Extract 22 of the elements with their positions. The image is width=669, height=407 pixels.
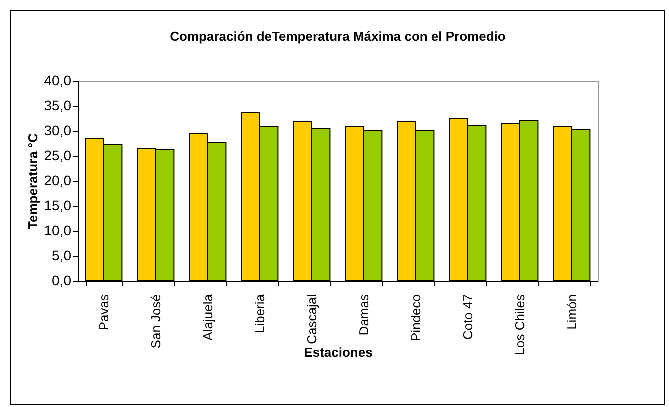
- y-tick-label: 0,0: [52, 272, 72, 288]
- x-tick-label: Coto 47: [460, 294, 476, 340]
- x-tick-label: Pindeco: [408, 294, 424, 342]
- y-tick-label: 30,0: [44, 122, 72, 138]
- x-tick-label: Los Chiles: [512, 294, 528, 356]
- y-tick-label: 10,0: [44, 222, 72, 238]
- y-tick-label: 5,0: [52, 248, 72, 264]
- x-tick-label: Limón: [564, 294, 580, 330]
- x-tick-label: San José: [148, 294, 164, 349]
- y-tick-label: 40,0: [44, 72, 72, 88]
- x-tick-label: Cascajal: [304, 294, 320, 344]
- y-tick-label: 20,0: [44, 172, 72, 188]
- x-tick-label: Alajuela: [200, 294, 216, 341]
- chart-title: Comparación deTemperatura Máxima con el Promedio: [170, 29, 506, 44]
- x-tick-label: Pavas: [96, 294, 112, 331]
- y-tick-label: 15,0: [44, 198, 72, 214]
- y-axis-title: Temperatura °C: [25, 132, 40, 230]
- y-tick-label: 35,0: [44, 98, 72, 114]
- x-tick-label: Damas: [356, 294, 372, 336]
- y-tick-label: 25,0: [44, 148, 72, 164]
- x-tick-label: Liberia: [252, 294, 268, 334]
- x-axis-title: Estaciones: [304, 345, 373, 360]
